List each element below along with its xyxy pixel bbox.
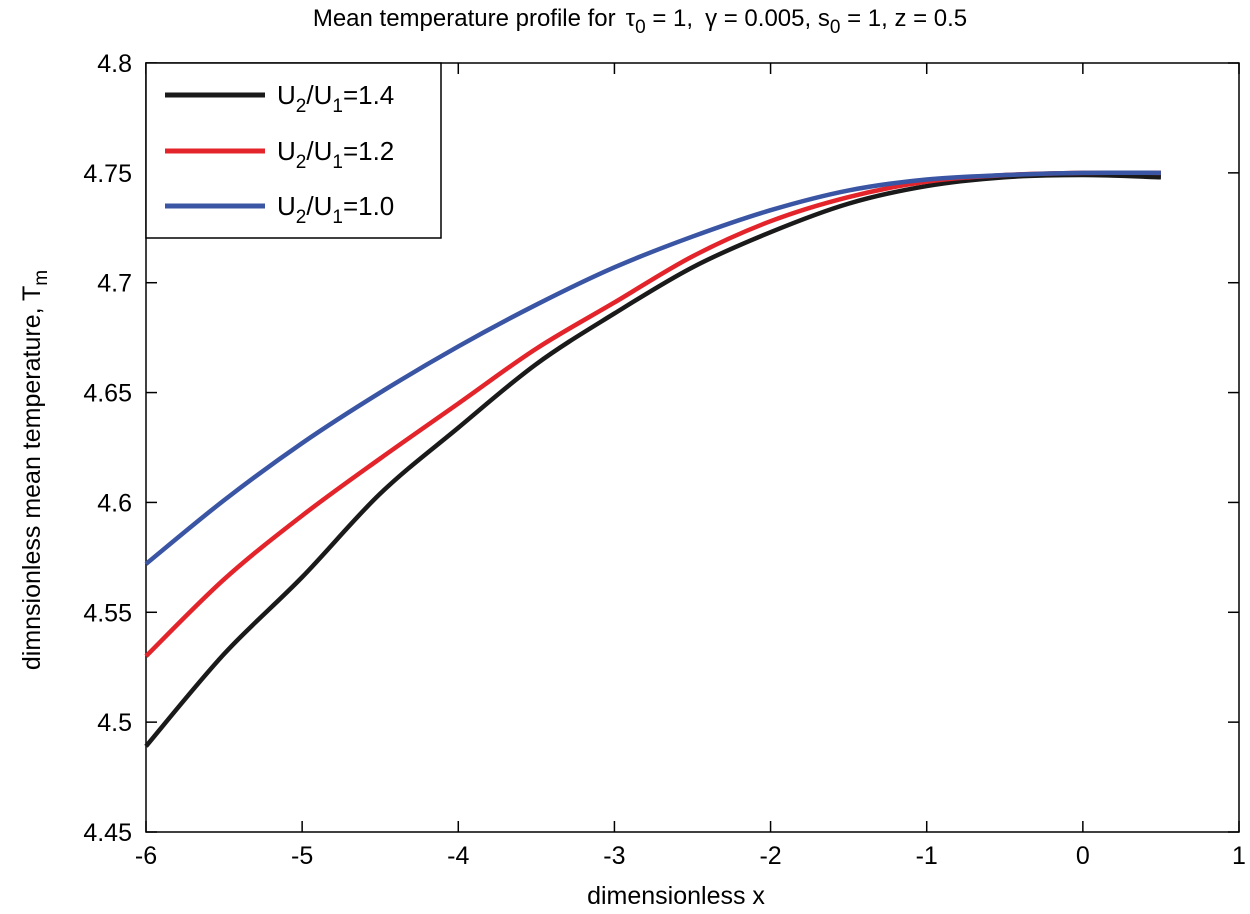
legend-label-1-2: U2/U1=1.2 [277, 136, 394, 173]
y-tick-label: 4.65 [83, 380, 132, 408]
y-tick-label: 4.55 [83, 599, 132, 627]
y-axis-label: dimnsionless mean temperature, Tm [18, 270, 52, 670]
x-tick-label: -2 [759, 842, 781, 870]
chart-title: Mean temperature profile for τ0 = 1, γ = 0… [313, 5, 967, 38]
series-lines [144, 170, 1161, 748]
axis-ticks [145, 62, 1240, 833]
x-tick-label: -6 [135, 842, 157, 870]
x-tick-label: 0 [1076, 842, 1090, 870]
axis-tick-labels: -6 -5 -4 -3 -2 -1 0 1 4.45 4.5 4.55 4.6 4.65 4.7 4.75 4… [83, 50, 1246, 870]
legend: U2/U1=1.4 U2/U1=1.2 U2/U1=1.0 [145, 62, 442, 239]
y-tick-label: 4.45 [83, 819, 132, 847]
legend-label-1-0: U2/U1=1.0 [277, 191, 394, 228]
x-tick-label: -4 [447, 842, 469, 870]
x-tick-label: -3 [603, 842, 625, 870]
x-tick-label: -1 [916, 842, 938, 870]
y-tick-label: 4.5 [97, 709, 132, 737]
legend-label-1-4: U2/U1=1.4 [277, 80, 394, 117]
series-line-1-4 [144, 172, 1161, 748]
y-tick-label: 4.75 [83, 160, 132, 188]
x-tick-label: -5 [291, 842, 313, 870]
series-line-1-0 [144, 170, 1161, 566]
y-tick-label: 4.6 [97, 489, 132, 517]
y-tick-label: 4.8 [97, 50, 132, 78]
x-axis-label: dimensionless x [587, 882, 765, 910]
x-tick-label: 1 [1232, 842, 1246, 870]
y-tick-label: 4.7 [97, 270, 132, 298]
